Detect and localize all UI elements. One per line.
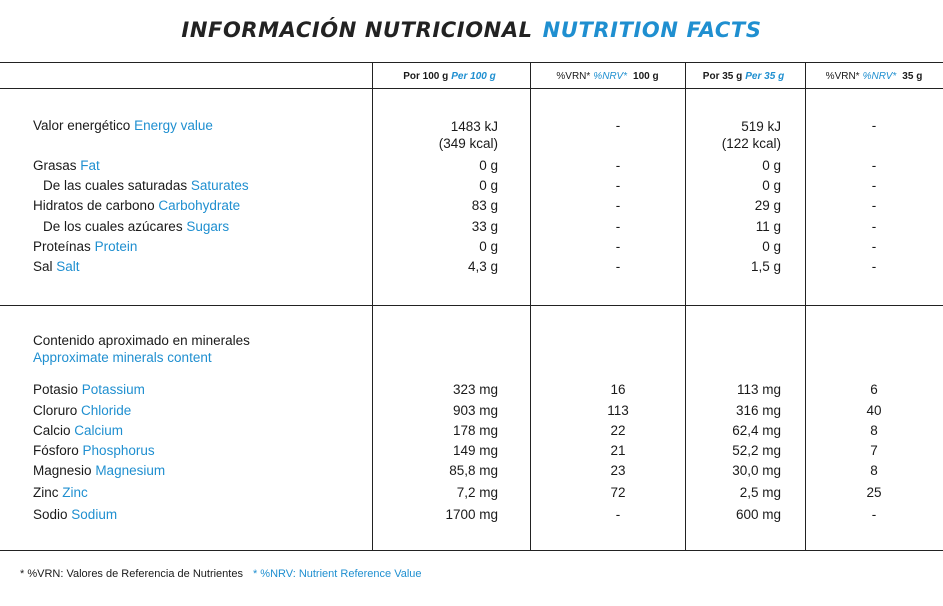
title-es: INFORMACIÓN NUTRICIONAL [181, 18, 533, 42]
table-row: Zinc Zinc 7,2 mg 72 2,5 mg 25 [33, 485, 882, 500]
minerals-heading: Contenido aproximado en minerales Approx… [33, 333, 250, 365]
header-nrv100: %VRN* %NRV* 100 g [556, 70, 659, 82]
table-row: De los cuales azúcares Sugars 33 g - 11 … [43, 219, 877, 234]
header-per100: Por 100 g Per 100 g [403, 70, 496, 82]
row-label: Valor energético Energy value [33, 118, 213, 133]
energy-per100: 1483 kJ (349 kcal) [438, 119, 498, 151]
table-row: Grasas Fat 0 g - 0 g - [33, 158, 877, 173]
energy-nrv100: - [615, 118, 621, 133]
col-divider-3 [685, 62, 686, 550]
table-row: Cloruro Chloride 903 mg 113 316 mg 40 [33, 403, 882, 418]
footnote: * %VRN: Valores de Referencia de Nutrien… [20, 568, 422, 580]
table-row: Proteínas Protein 0 g - 0 g - [33, 239, 877, 254]
table-row: De las cuales saturadas Saturates 0 g - … [43, 178, 877, 193]
col-divider-1 [372, 62, 373, 550]
table-row: Sal Salt 4,3 g - 1,5 g - [33, 259, 877, 274]
page-title: INFORMACIÓN NUTRICIONAL NUTRITION FACTS [0, 18, 943, 42]
table-row: Potasio Potassium 323 mg 16 113 mg 6 [33, 382, 878, 397]
header-per35: Por 35 g Per 35 g [702, 70, 785, 82]
rule-bottom [0, 550, 943, 551]
title-en: NUTRITION FACTS [542, 18, 762, 42]
table-row-energy: Valor energético Energy value 1483 kJ (34… [0, 118, 943, 154]
rule-header [0, 88, 943, 89]
table-row: Fósforo Phosphorus 149 mg 21 52,2 mg 7 [33, 443, 878, 458]
header-nrv35: %VRN* %NRV* 35 g [825, 70, 923, 82]
rule-top [0, 62, 943, 63]
rule-section [0, 305, 943, 306]
energy-nrv35: - [871, 118, 877, 133]
energy-per35: 519 kJ (122 kcal) [721, 119, 781, 151]
table-row: Hidratos de carbono Carbohydrate 83 g - … [33, 198, 877, 213]
col-divider-4 [805, 62, 806, 550]
col-divider-2 [530, 62, 531, 550]
table-row: Magnesio Magnesium 85,8 mg 23 30,0 mg 8 [33, 463, 878, 478]
table-row: Sodio Sodium 1700 mg - 600 mg - [33, 507, 877, 522]
table-row: Calcio Calcium 178 mg 22 62,4 mg 8 [33, 423, 878, 438]
